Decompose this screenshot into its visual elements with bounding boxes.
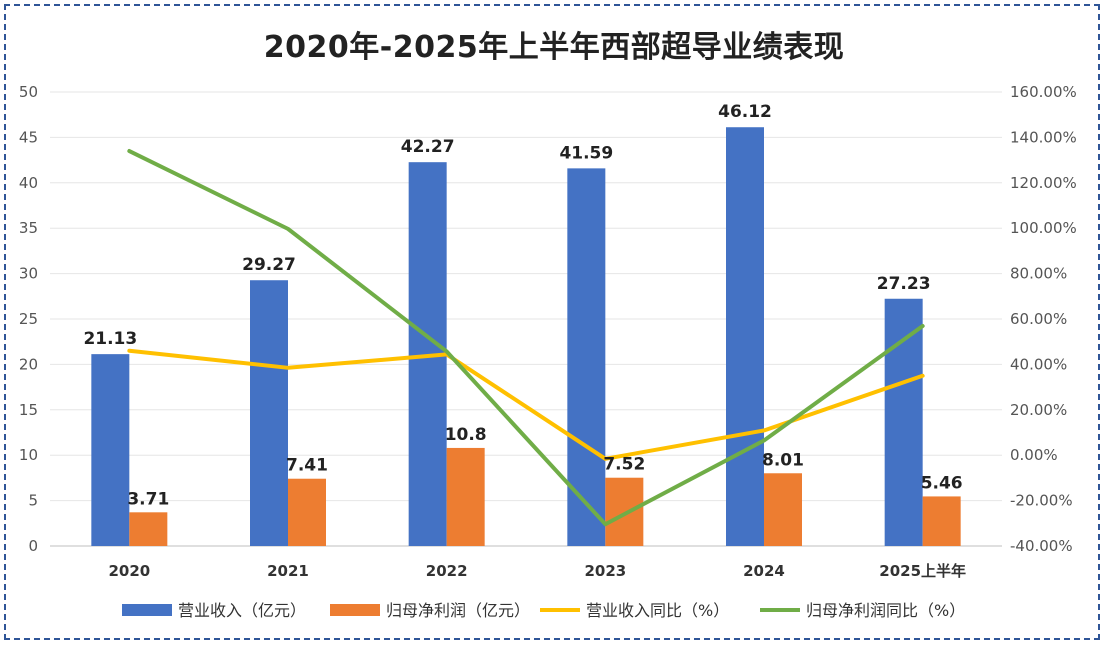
net-profit-bar [922,496,961,546]
left-tick-label: 50 [19,83,38,101]
net-profit-value-label: 7.41 [286,456,328,476]
left-tick-label: 45 [19,128,38,146]
net-profit-yoy-point [921,324,925,328]
legend-label: 营业收入同比（%） [586,601,729,620]
category-label: 2020 [108,562,150,580]
revenue-yoy-point [286,366,290,370]
right-tick-label: 80.00% [1010,265,1067,283]
net-profit-bar [129,512,168,546]
right-tick-label: 160.00% [1010,83,1077,101]
gridlines [50,91,1002,547]
category-label: 2021 [267,562,309,580]
bars [91,127,961,546]
revenue-bar [250,280,288,546]
revenue-value-label: 46.12 [718,102,772,122]
net-profit-value-label: 10.8 [445,425,487,445]
left-tick-label: 15 [19,401,38,419]
legend-swatch [122,604,172,616]
legend-label: 营业收入（亿元） [178,601,306,620]
revenue-bar [567,168,606,546]
revenue-yoy-line [127,348,925,461]
left-tick-label: 0 [28,537,38,555]
revenue-yoy-point [127,349,131,353]
legend-swatch [330,604,380,616]
right-axis: -40.00% -20.00% 0.00% 20.00% 40.00% 60.00% 80.… [1010,83,1077,555]
category-label: 2024 [743,562,785,580]
right-tick-label: 20.00% [1010,401,1067,419]
category-label: 2023 [584,562,626,580]
category-label: 2025上半年 [879,562,966,580]
net-profit-yoy-point [286,227,290,231]
revenue-value-label: 41.59 [559,143,613,163]
category-label: 2022 [426,562,468,580]
left-tick-label: 30 [19,265,38,283]
revenue-bar [884,298,923,546]
net-profit-yoy-point [603,522,607,526]
net-profit-value-label: 7.52 [603,455,645,475]
chart-frame [4,4,1100,640]
left-tick-label: 5 [28,492,38,510]
revenue-yoy-point [603,457,607,461]
net-profit-bar [446,447,485,546]
net-profit-bar [288,478,326,546]
right-tick-label: 60.00% [1010,310,1067,328]
revenue-value-label: 42.27 [401,137,455,157]
left-tick-label: 35 [19,219,38,237]
net-profit-yoy-point [445,349,449,353]
net-profit-bar [605,477,644,546]
right-tick-label: 120.00% [1010,174,1077,192]
category-axis: 2020 2021 2022 2023 2024 2025上半年 [108,562,966,580]
net-profit-value-label: 8.01 [762,450,804,470]
right-tick-label: 100.00% [1010,219,1077,237]
right-tick-label: -20.00% [1010,492,1073,510]
net-profit-yoy-point [127,149,131,153]
revenue-value-label: 29.27 [242,255,296,275]
lines [127,149,925,527]
data-labels: 21.13 29.27 42.27 41.59 46.12 27.23 3.71 7.41 10… [83,102,962,509]
net-profit-bar [764,473,802,546]
chart-title: 2020年-2025年上半年西部超导业绩表现 [263,30,845,65]
legend-label: 归母净利润（亿元） [386,601,530,620]
left-tick-label: 40 [19,174,38,192]
right-tick-label: 0.00% [1010,446,1058,464]
legend-label: 归母净利润同比（%） [806,601,965,620]
net-profit-value-label: 3.71 [127,489,169,509]
revenue-yoy-point [921,374,925,378]
right-tick-label: -40.00% [1010,537,1073,555]
net-profit-yoy-point [762,438,766,442]
right-tick-label: 140.00% [1010,128,1077,146]
left-tick-label: 10 [19,446,38,464]
net-profit-value-label: 5.46 [921,473,963,493]
net-profit-yoy-line [127,149,925,527]
legend: 营业收入（亿元） 归母净利润（亿元） 营业收入同比（%） 归母净利润同比（%） [122,601,965,620]
revenue-value-label: 27.23 [877,274,931,294]
left-axis: 0 5 10 15 20 25 30 35 40 45 50 [19,83,38,555]
revenue-value-label: 21.13 [83,329,137,349]
right-tick-label: 40.00% [1010,355,1067,373]
left-tick-label: 20 [19,355,38,373]
revenue-bar [726,127,764,546]
left-tick-label: 25 [19,310,38,328]
revenue-yoy-point [762,428,766,432]
revenue-bar [91,354,130,546]
